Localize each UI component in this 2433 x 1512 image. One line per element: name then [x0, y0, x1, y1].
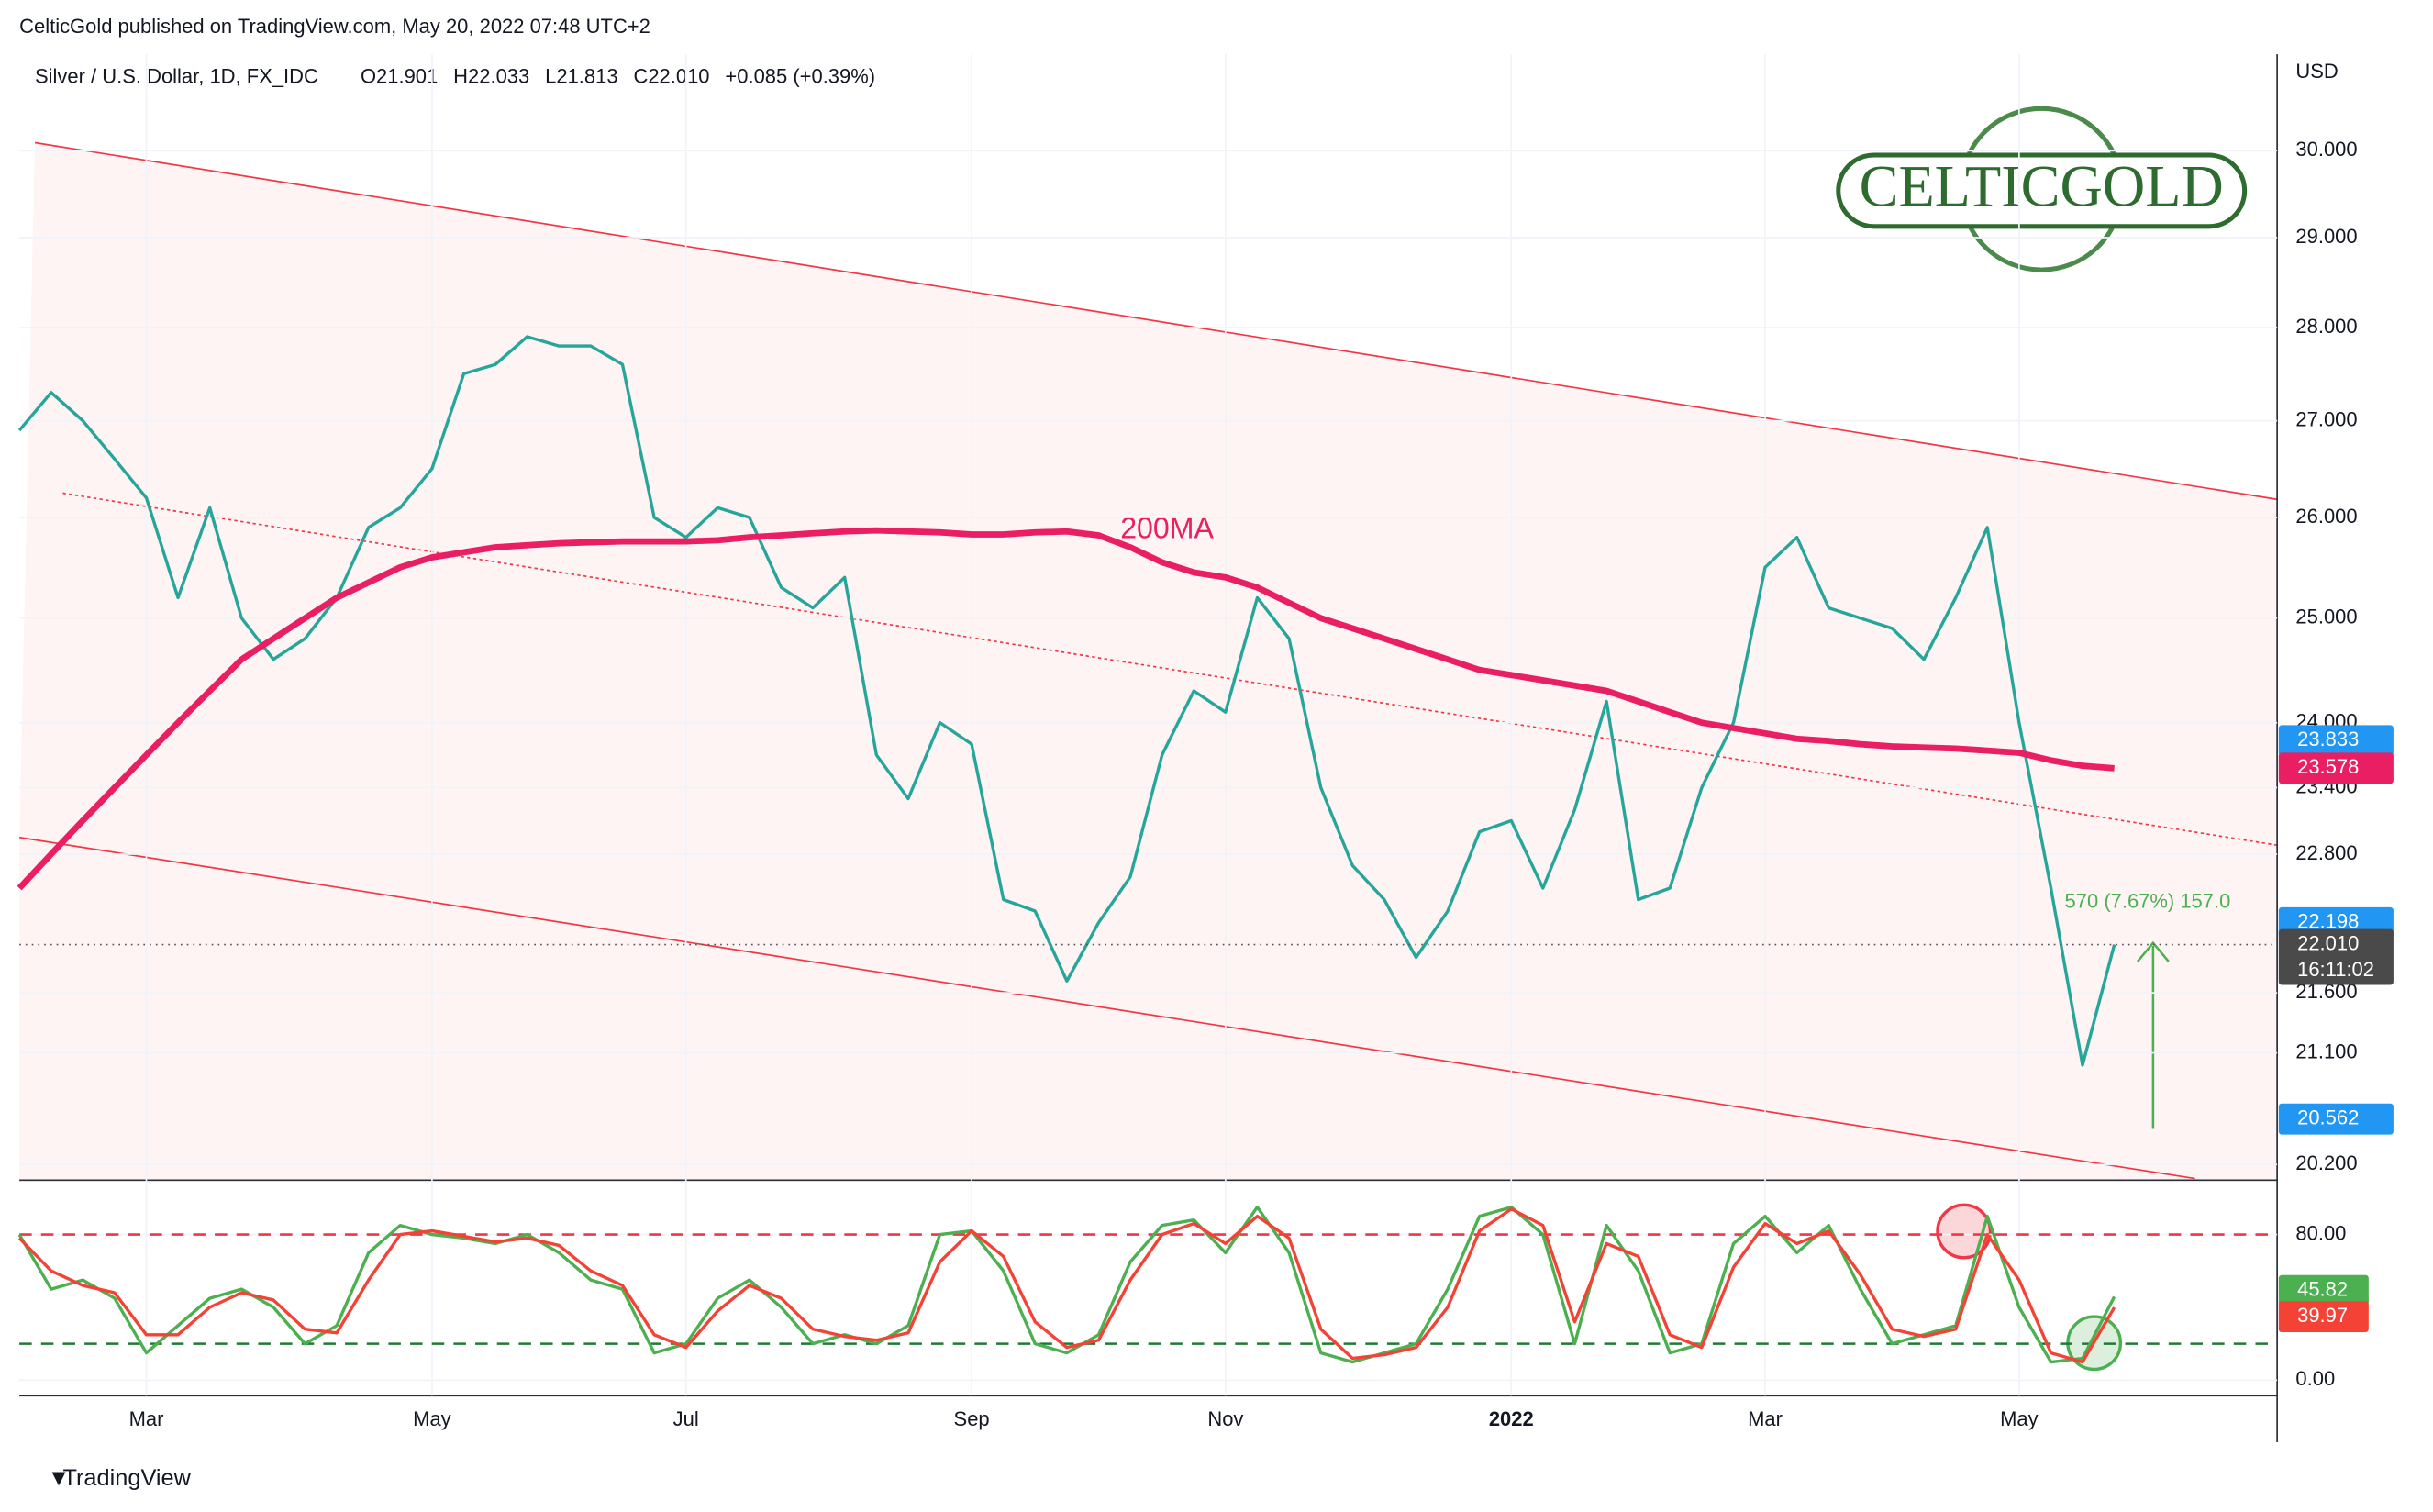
- y-tick-label: 21.100: [2295, 1040, 2357, 1062]
- ohlc-value: C22.010: [633, 64, 709, 87]
- y-tick-label: 30.000: [2295, 138, 2357, 161]
- countdown: 16:11:02: [2297, 958, 2374, 981]
- y-tick-label: 22.800: [2295, 841, 2357, 864]
- x-tick-label: 2022: [1489, 1407, 1534, 1430]
- price-label: 20.562: [2297, 1106, 2359, 1129]
- overbought-circle: [1936, 1203, 1993, 1260]
- y-tick-label: 0.00: [2295, 1367, 2335, 1390]
- series-line: [17, 1207, 2116, 1364]
- y-tick-label: 25.000: [2295, 605, 2357, 628]
- ohlc-value: O21.901: [361, 64, 438, 87]
- axis-unit: USD: [2295, 60, 2338, 83]
- footer: TradingView: [62, 1465, 191, 1491]
- y-tick-label: 26.000: [2295, 505, 2357, 528]
- ohlc-value: L21.813: [545, 64, 617, 87]
- measure-arrowhead: [2137, 940, 2170, 962]
- price-label: 22.198: [2297, 910, 2359, 933]
- series-line: [17, 1206, 2116, 1364]
- marks: 30.00029.00028.00027.00026.00025.00024.0…: [17, 54, 2394, 1430]
- measure-label: 570 (7.67%) 157.0: [2065, 890, 2231, 913]
- stoch-label: 39.97: [2297, 1304, 2348, 1327]
- price-label-box: [2278, 928, 2394, 985]
- price-label: 23.833: [2297, 728, 2359, 750]
- x-tick-label: May: [2000, 1407, 2039, 1430]
- price-label-box: [2278, 752, 2394, 784]
- x-tick-label: Nov: [1207, 1407, 1243, 1430]
- y-tick-label: 28.000: [2295, 315, 2357, 338]
- stoch-label-box: [2278, 1301, 2369, 1333]
- channel-top: [34, 141, 2278, 501]
- brand-icon: ▼: [48, 1465, 71, 1491]
- symbol-title: Silver / U.S. Dollar, 1D, FX_IDC: [35, 64, 318, 87]
- logo: CELTICGOLD: [1836, 106, 2248, 272]
- ma-annotation: 200MA: [1120, 512, 1214, 545]
- stoch-label-box: [2278, 1274, 2369, 1306]
- logo-text: CELTICGOLD: [1860, 153, 2224, 218]
- series-line: [17, 335, 2116, 1067]
- x-tick-label: May: [413, 1407, 451, 1430]
- header: CelticGold published on TradingView.com,…: [19, 15, 650, 38]
- ohlc-value: H22.033: [453, 64, 529, 87]
- x-tick-label: Sep: [954, 1407, 990, 1430]
- y-tick-label: 80.00: [2295, 1221, 2346, 1244]
- series-line: [17, 527, 2115, 891]
- price-label-box: [2278, 725, 2394, 757]
- channel-fill: [19, 142, 2278, 1182]
- x-tick-label: Mar: [129, 1407, 164, 1430]
- y-tick-label: 20.200: [2295, 1151, 2357, 1174]
- logo-frame: [1836, 152, 2248, 229]
- ohlc-legend: O21.901 H22.033 L21.813 C22.010 +0.085 (+0.3…: [361, 64, 875, 87]
- channel-bottom: [18, 836, 2195, 1180]
- x-tick-label: Mar: [1748, 1407, 1783, 1430]
- price-label: 23.578: [2297, 755, 2359, 778]
- price-label-box: [2278, 1103, 2394, 1135]
- y-tick-label: 27.000: [2295, 407, 2357, 430]
- price-label: 22.010: [2297, 931, 2359, 954]
- y-tick-label: 29.000: [2295, 225, 2357, 248]
- stoch-label: 45.82: [2297, 1277, 2348, 1300]
- x-tick-label: Jul: [673, 1407, 699, 1430]
- ohlc-value: +0.085 (+0.39%): [725, 64, 875, 87]
